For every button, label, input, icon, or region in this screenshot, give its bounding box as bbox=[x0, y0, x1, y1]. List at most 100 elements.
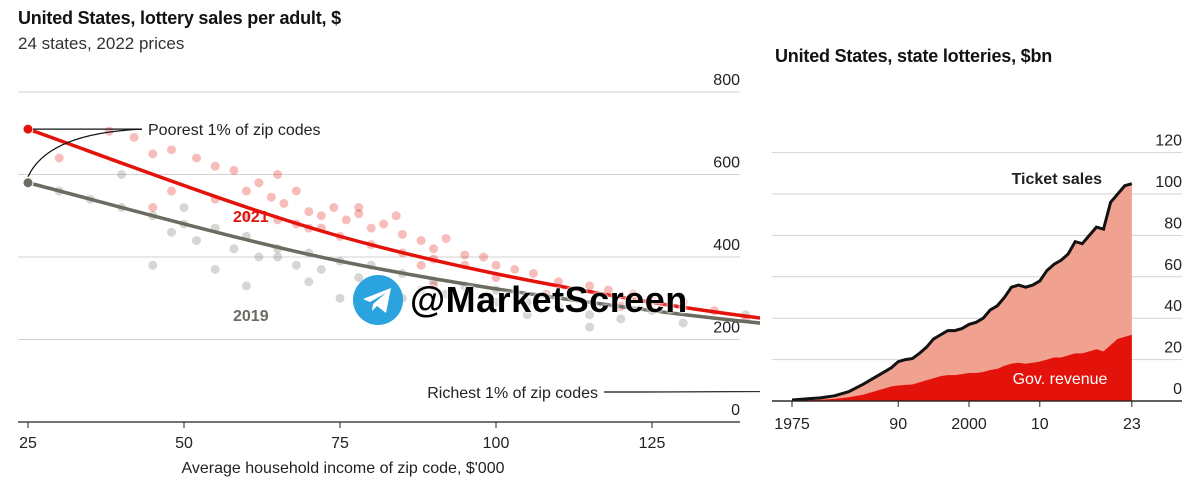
x-tick-label: 23 bbox=[1123, 416, 1141, 433]
y-tick-label: 60 bbox=[1164, 257, 1182, 274]
scatter-point-2021 bbox=[429, 244, 439, 254]
area-ticket-sales bbox=[792, 183, 1132, 401]
scatter-point-2019 bbox=[210, 264, 220, 274]
scatter-point-2021 bbox=[678, 297, 688, 307]
scatter-point-2021 bbox=[304, 207, 314, 217]
y-tick-label: 0 bbox=[731, 402, 740, 419]
series-label-gov-revenue: Gov. revenue bbox=[1013, 371, 1108, 388]
scatter-point-2021 bbox=[429, 281, 439, 291]
scatter-point-2019 bbox=[585, 310, 595, 320]
scatter-point-2021 bbox=[391, 211, 401, 221]
scatter-point-2021 bbox=[316, 211, 326, 221]
scatter-point-2019 bbox=[416, 285, 426, 295]
fit-line-2019 bbox=[27, 181, 760, 325]
right-chart-title: United States, state lotteries, $bn bbox=[775, 46, 1053, 66]
scatter-point-2019 bbox=[335, 293, 345, 303]
x-tick-label: 2000 bbox=[951, 416, 987, 433]
scatter-point-2021 bbox=[479, 252, 489, 262]
endpoint-2019-poor bbox=[22, 177, 34, 189]
scatter-point-2019 bbox=[479, 293, 489, 303]
scatter-point-2019 bbox=[354, 273, 364, 283]
y-tick-label: 600 bbox=[713, 155, 740, 172]
x-tick-label: 125 bbox=[639, 435, 666, 452]
x-tick-label: 75 bbox=[331, 435, 349, 452]
scatter-point-2021 bbox=[354, 209, 364, 219]
y-tick-label: 400 bbox=[713, 237, 740, 254]
y-tick-label: 80 bbox=[1164, 215, 1182, 232]
scatter-point-2021 bbox=[416, 236, 426, 245]
scatter-point-2019 bbox=[441, 289, 451, 299]
scatter-point-2021 bbox=[254, 178, 264, 188]
scatter-point-2021 bbox=[241, 211, 251, 221]
scatter-point-2019 bbox=[585, 322, 595, 332]
scatter-point-2021 bbox=[167, 145, 177, 155]
right-chart-svg: 0 20 40 60 80 100 120 1975 90 2000 10 23 Ticket sale… bbox=[772, 133, 1182, 433]
scatter-point-2021 bbox=[354, 203, 364, 212]
fit-line-2021 bbox=[27, 127, 760, 320]
scatter-point-2021 bbox=[628, 289, 638, 299]
y-tick-label: 200 bbox=[713, 320, 740, 337]
scatter-point-2019 bbox=[491, 297, 501, 307]
area-gov-revenue bbox=[792, 334, 1132, 401]
scatter-point-2021 bbox=[129, 132, 139, 142]
scatter-point-2019 bbox=[167, 227, 177, 237]
scatter-point-2019 bbox=[460, 297, 470, 307]
scatter-point-2021 bbox=[191, 153, 201, 163]
y-tick-label: 40 bbox=[1164, 298, 1182, 315]
series-label-ticket-sales: Ticket sales bbox=[1012, 171, 1103, 188]
scatter-point-2019 bbox=[273, 252, 283, 262]
scatter-point-2021 bbox=[54, 153, 64, 163]
scatter-point-2021 bbox=[329, 203, 339, 212]
scatter-point-2019 bbox=[179, 203, 189, 212]
x-tick-label: 100 bbox=[483, 435, 510, 452]
scatter-point-2021 bbox=[585, 281, 595, 291]
x-tick-label: 10 bbox=[1031, 416, 1049, 433]
series-label-2021: 2021 bbox=[233, 209, 269, 226]
scatter-point-2021 bbox=[603, 285, 613, 295]
scatter-point-2021 bbox=[210, 161, 220, 171]
callout-line-poorest-2019 bbox=[27, 128, 143, 178]
scatter-point-2019 bbox=[678, 318, 688, 328]
scatter-point-2021 bbox=[291, 186, 301, 196]
scatter-point-2021 bbox=[397, 229, 407, 239]
scatter-point-2019 bbox=[254, 252, 264, 262]
scatter-point-2021 bbox=[528, 269, 538, 278]
scatter-point-2021 bbox=[460, 250, 470, 260]
series-label-2019: 2019 bbox=[233, 308, 269, 325]
annotation-richest: Richest 1% of zip codes bbox=[427, 385, 598, 402]
scatter-point-2021 bbox=[366, 223, 376, 233]
scatter-point-2019 bbox=[304, 277, 314, 287]
scatter-point-2021 bbox=[229, 165, 239, 175]
scatter-point-2021 bbox=[167, 186, 177, 196]
x-axis-label: Average household income of zip code, $'… bbox=[182, 460, 505, 477]
scatter-point-2021 bbox=[241, 186, 251, 196]
scatter-point-2019 bbox=[553, 302, 563, 311]
watermark-text: @MarketScreen bbox=[410, 279, 688, 320]
y-tick-label: 0 bbox=[1173, 381, 1182, 398]
scatter-point-2021 bbox=[379, 219, 389, 229]
telegram-icon bbox=[353, 275, 403, 325]
line-ticket-sales bbox=[791, 182, 1133, 402]
left-chart-subtitle: 24 states, 2022 prices bbox=[18, 34, 185, 53]
scatter-point-2019 bbox=[117, 170, 127, 179]
y-tick-label: 120 bbox=[1155, 133, 1182, 150]
scatter-point-2021 bbox=[491, 260, 501, 270]
x-tick-label: 90 bbox=[889, 416, 907, 433]
scatter-point-2021 bbox=[416, 260, 426, 270]
x-tick-label: 25 bbox=[19, 435, 37, 452]
scatter-point-2021 bbox=[441, 233, 451, 243]
scatter-point-2019 bbox=[229, 244, 239, 254]
y-tick-label: 100 bbox=[1155, 174, 1182, 191]
scatter-point-2019 bbox=[522, 297, 532, 307]
scatter-point-2021 bbox=[266, 192, 276, 202]
scatter-point-2019 bbox=[316, 264, 326, 274]
scatter-point-2021 bbox=[273, 170, 283, 179]
callout-line-richest bbox=[603, 390, 760, 393]
scatter-point-2019 bbox=[616, 314, 626, 324]
y-tick-label: 20 bbox=[1164, 340, 1182, 357]
scatter-point-2021 bbox=[510, 264, 520, 274]
left-chart-svg: 0200400600800255075100125150175200225Ave… bbox=[18, 72, 760, 477]
annotation-poorest: Poorest 1% of zip codes bbox=[148, 122, 321, 139]
scatter-point-2019 bbox=[291, 260, 301, 270]
